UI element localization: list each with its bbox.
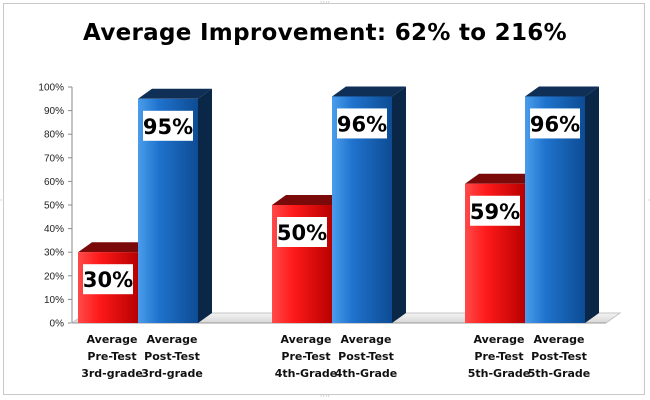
y-tick-label: 80% <box>44 130 64 141</box>
x-category-label: 4th-Grade <box>335 367 398 380</box>
y-tick-label: 10% <box>44 295 64 306</box>
bar-side-face <box>585 86 599 323</box>
chart-title: Average Improvement: 62% to 216% <box>83 20 567 46</box>
bar-top-face <box>525 86 599 97</box>
bar-top-face <box>465 173 539 184</box>
data-label-box <box>143 110 193 141</box>
y-tick-label: 100% <box>38 83 64 94</box>
data-label: 30% <box>83 268 133 292</box>
x-category-label: Average <box>341 333 392 346</box>
x-category-label: 5th-Grade <box>528 367 591 380</box>
data-label: 59% <box>470 200 520 224</box>
data-label: 96% <box>530 112 580 136</box>
bar-top-face <box>138 88 212 99</box>
data-label-box <box>530 108 580 139</box>
x-category-label: 4th-Grade <box>275 367 338 380</box>
x-category-label: Average <box>87 333 138 346</box>
data-label-box <box>470 195 520 226</box>
data-label-box <box>83 264 133 295</box>
x-category-label: Average <box>534 333 585 346</box>
data-label-box <box>277 217 327 247</box>
resize-handle-top[interactable]: ···· <box>319 1 331 4</box>
x-category-label: Average <box>474 333 525 346</box>
bar-top-face <box>272 195 346 205</box>
data-label: 50% <box>277 221 327 245</box>
y-tick-label: 70% <box>44 153 64 164</box>
x-category-label: Pre-Test <box>474 350 523 363</box>
data-label: 95% <box>143 115 193 139</box>
x-category-label: 5th-Grade <box>468 367 531 380</box>
bar-top-face <box>332 86 406 97</box>
y-tick-label: 30% <box>44 248 64 259</box>
x-category-label: Pre-Test <box>281 350 330 363</box>
resize-handle-left[interactable]: · <box>0 199 5 202</box>
x-category-label: Pre-Test <box>87 350 136 363</box>
x-category-label: Post-Test <box>338 350 394 363</box>
y-tick-label: 60% <box>44 177 64 188</box>
bar-side-face <box>392 86 406 323</box>
resize-handle-bottom[interactable]: ···· <box>319 395 331 398</box>
x-category-label: 3rd-grade <box>81 367 143 380</box>
data-label-box <box>337 108 387 139</box>
bar-top-face <box>78 242 152 253</box>
y-tick-label: 0% <box>50 319 65 330</box>
y-tick-label: 90% <box>44 106 64 117</box>
x-category-label: Post-Test <box>144 350 200 363</box>
x-category-label: Average <box>281 333 332 346</box>
y-tick-label: 50% <box>44 201 64 212</box>
x-category-label: Average <box>147 333 198 346</box>
x-category-label: 3rd-grade <box>141 367 203 380</box>
data-label: 96% <box>337 112 387 136</box>
y-tick-label: 40% <box>44 224 64 235</box>
bar-side-face <box>198 88 212 323</box>
x-category-label: Post-Test <box>531 350 587 363</box>
y-tick-label: 20% <box>44 271 64 282</box>
resize-handle-right[interactable]: · <box>645 199 650 202</box>
